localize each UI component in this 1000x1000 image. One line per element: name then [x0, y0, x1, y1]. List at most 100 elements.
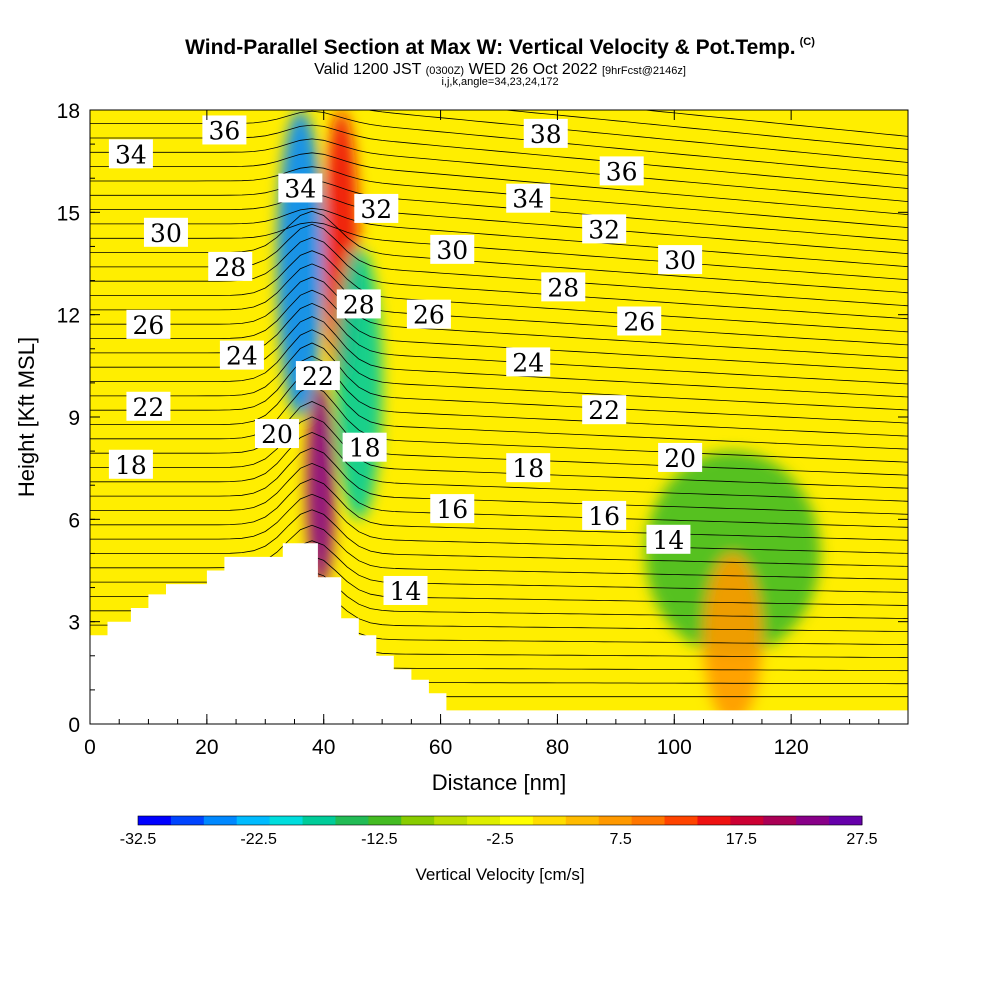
contour-label-text: 26 [133, 311, 165, 340]
contour-label-box [336, 289, 381, 319]
contour-label-box [126, 309, 171, 339]
contour-label: 26 [617, 306, 662, 336]
contour-label-text: 18 [512, 454, 544, 483]
contour-label-box [254, 419, 299, 449]
contour-label: 18 [342, 432, 387, 463]
contour-label-text: 18 [115, 451, 147, 480]
contour-label-box [219, 340, 264, 370]
x-axis-title: Distance [nm] [432, 770, 567, 795]
contour-label: 28 [336, 289, 381, 319]
contour-label-text: 32 [588, 215, 620, 244]
x-tick-label: 40 [312, 736, 335, 759]
contour-label: 32 [582, 214, 627, 244]
contour-label: 18 [108, 449, 153, 480]
colorbar-tick-label: -32.5 [120, 831, 157, 848]
isentrope-line [90, 509, 908, 567]
colorbar-swatch [829, 816, 863, 825]
contour-label: 24 [219, 340, 264, 371]
contour-label: 20 [254, 419, 299, 449]
contour-label: 24 [506, 347, 551, 377]
contour-label-box [506, 183, 551, 213]
isentrope-line [367, 110, 908, 163]
contour-label-text: 18 [349, 434, 381, 463]
field-region-downdraft-right-low [645, 451, 821, 656]
contour-label-box [541, 272, 586, 302]
forecast-info: [9hrFcst@2146z] [601, 65, 686, 77]
isentrope-line [90, 329, 908, 411]
y-tick-label: 3 [68, 612, 80, 635]
contour-label-box [658, 442, 703, 472]
isentrope-line [90, 431, 908, 502]
colorbar-swatch [532, 816, 567, 825]
isentrope-line [90, 385, 908, 463]
contour-label-text: 22 [133, 393, 165, 422]
x-tick-label: 0 [84, 736, 96, 759]
contour-label-text: 22 [302, 362, 334, 391]
contour-label-box [108, 139, 153, 169]
contour-label: 14 [383, 575, 428, 606]
contour-label: 18 [506, 453, 551, 483]
colorbar-swatch [302, 816, 336, 825]
contour-label: 22 [295, 361, 340, 391]
colorbar-swatch [763, 816, 797, 825]
isentrope-line [90, 166, 908, 228]
contour-label-text: 16 [588, 502, 620, 531]
colorbar-tick-label: -12.5 [361, 831, 398, 848]
colorbar-tick-label: -2.5 [486, 831, 514, 848]
contour-label-text: 34 [512, 185, 544, 214]
isentrope-line [90, 493, 908, 554]
contour-label: 34 [278, 173, 323, 203]
contour-label-text: 20 [664, 444, 696, 473]
contour-label: 26 [406, 299, 451, 330]
isentrope-line [90, 462, 908, 528]
colorbar-tick-label: 7.5 [610, 831, 632, 848]
isentrope-line [90, 207, 908, 268]
isentrope-line [90, 478, 908, 541]
contour-label-text: 38 [530, 120, 562, 149]
contour-label-text: 32 [360, 195, 392, 224]
contour-label-text: 36 [606, 157, 638, 186]
contour-label-text: 20 [261, 420, 293, 449]
contour-label-text: 30 [436, 236, 468, 265]
contour-label: 36 [202, 115, 247, 145]
valid-time: Valid 1200 JST [314, 61, 422, 78]
isentrope-line [90, 237, 908, 320]
x-tick-label: 60 [429, 736, 452, 759]
contour-label: 20 [658, 442, 703, 473]
y-axis-title: Height [Kft MSL] [14, 337, 39, 497]
colorbar-swatch [697, 816, 731, 825]
contour-label: 16 [430, 494, 475, 524]
contour-label-text: 30 [664, 246, 696, 275]
colorbar-swatch [565, 816, 600, 825]
contour-label-text: 30 [150, 219, 182, 248]
colorbar-tick-label: 27.5 [846, 831, 877, 848]
colorbar-swatch [434, 816, 468, 825]
chart-subtitle: Valid 1200 JST (0300Z) WED 26 Oct 2022 [… [0, 61, 1000, 79]
contour-label: 28 [208, 251, 253, 282]
contour-labels: 34 36 38 36 34 34 32 32 30 30 30 28 28 28 26 26 26 24 24 22… [108, 115, 703, 606]
colorbar-frame [137, 815, 863, 826]
chart-title: Wind-Parallel Section at Max W: Vertical… [185, 36, 815, 59]
valid-utc: (0300Z) [425, 65, 465, 77]
colorbar-swatch [335, 816, 369, 825]
isentrope-line [90, 416, 908, 489]
y-tick-label: 9 [68, 407, 80, 430]
colorbar: -32.5 -22.5 -12.5 -2.5 7.5 17.5 27.5 Vertical V… [120, 815, 878, 884]
contour-label-box [208, 251, 253, 281]
y-tick-label: 12 [57, 305, 80, 328]
contour-label-box [430, 234, 475, 264]
isentrope-line [90, 447, 908, 515]
contour-label-box [342, 432, 387, 462]
contour-label-text: 26 [623, 307, 655, 336]
colorbar-swatch [730, 816, 764, 825]
y-tick-label: 15 [57, 202, 80, 225]
contour-label-box [126, 391, 171, 421]
contour-label: 22 [582, 395, 627, 425]
contour-label: 34 [506, 183, 551, 214]
contour-label-text: 36 [208, 116, 240, 145]
contour-label-box [278, 173, 323, 203]
contour-label-box [582, 395, 627, 425]
colorbar-title: Vertical Velocity [cm/s] [415, 865, 584, 884]
